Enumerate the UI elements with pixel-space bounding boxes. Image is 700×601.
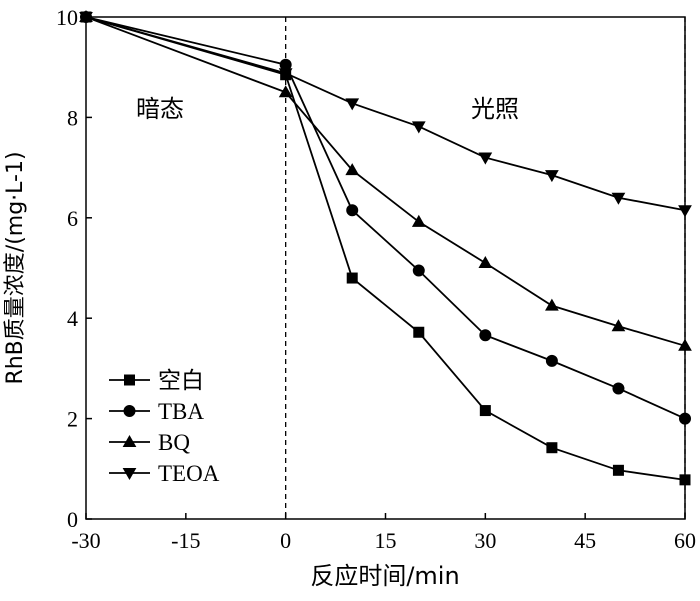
x-tick-label: 0	[280, 528, 291, 553]
x-tick-label: 60	[674, 528, 696, 553]
x-axis-label: 反应时间/min	[310, 562, 459, 590]
series-line	[85, 16, 686, 347]
data-point-triangle-down	[611, 192, 626, 205]
x-tick-label: -30	[71, 528, 100, 553]
y-tick-label: 0	[67, 507, 78, 532]
legend: 空白 TBA BQ TEOA	[109, 368, 220, 486]
data-point-triangle-down	[678, 205, 692, 218]
tick-labels: -30 -15 0 15 30 45 60 0 2 4 6 8 10	[56, 5, 696, 553]
legend-label: TEOA	[158, 461, 220, 486]
data-point-triangle-up	[278, 85, 293, 98]
y-tick-label: 2	[67, 407, 78, 432]
series-line	[85, 16, 686, 212]
data-point-square	[124, 374, 135, 386]
series-layer	[79, 9, 692, 486]
annotation-dark: 暗态	[136, 95, 184, 123]
data-point-circle	[545, 354, 558, 367]
y-tick-label: 8	[67, 105, 78, 130]
annotation-light: 光照	[471, 95, 519, 123]
legend-label: 空白	[158, 368, 204, 393]
data-point-triangle-down	[478, 152, 493, 165]
series-1	[80, 11, 691, 486]
data-point-circle	[679, 412, 691, 425]
x-tick-label: 30	[474, 528, 496, 553]
data-point-triangle-up	[122, 434, 137, 447]
data-point-triangle-down	[411, 121, 426, 134]
data-point-triangle-down	[345, 98, 360, 111]
data-point-triangle-down	[79, 12, 93, 25]
data-point-triangle-up	[345, 163, 360, 176]
data-point-triangle-down	[122, 468, 137, 481]
series-line	[85, 16, 686, 481]
data-point-triangle-down	[545, 170, 559, 183]
legend-entry: BQ	[109, 430, 190, 455]
y-axis-label: RhB质量浓度/(mg·L-1)	[3, 151, 28, 384]
legend-entry: 空白	[109, 368, 204, 393]
x-tick-label: -15	[171, 528, 200, 553]
data-point-triangle-down	[278, 68, 293, 81]
legend-entry: TEOA	[109, 461, 220, 486]
data-point-triangle-up	[678, 338, 692, 351]
y-tick-label: 10	[56, 5, 78, 30]
series-3	[79, 9, 692, 351]
data-point-square	[413, 326, 425, 338]
data-point-triangle-up	[545, 298, 559, 311]
data-point-circle	[123, 405, 136, 417]
series-4	[79, 12, 692, 218]
legend-entry: TBA	[109, 399, 204, 424]
legend-label: BQ	[158, 430, 190, 455]
data-point-triangle-up	[478, 255, 493, 268]
series-2	[80, 11, 691, 425]
y-tick-label: 6	[67, 206, 78, 231]
data-point-square	[679, 474, 691, 486]
legend-label: TBA	[158, 399, 204, 424]
data-point-square	[612, 464, 624, 476]
data-point-circle	[412, 264, 425, 277]
phase-divider-lines	[285, 17, 686, 519]
data-point-circle	[612, 382, 625, 395]
data-point-square	[346, 272, 358, 284]
y-tick-label: 4	[67, 306, 78, 331]
data-point-square	[479, 405, 491, 417]
data-point-circle	[479, 329, 492, 342]
x-tick-label: 15	[375, 528, 397, 553]
series-line	[85, 16, 686, 420]
x-tick-label: 45	[574, 528, 596, 553]
data-point-triangle-up	[411, 214, 426, 227]
data-point-triangle-up	[611, 319, 626, 332]
data-point-circle	[346, 204, 359, 217]
data-point-square	[546, 442, 558, 454]
